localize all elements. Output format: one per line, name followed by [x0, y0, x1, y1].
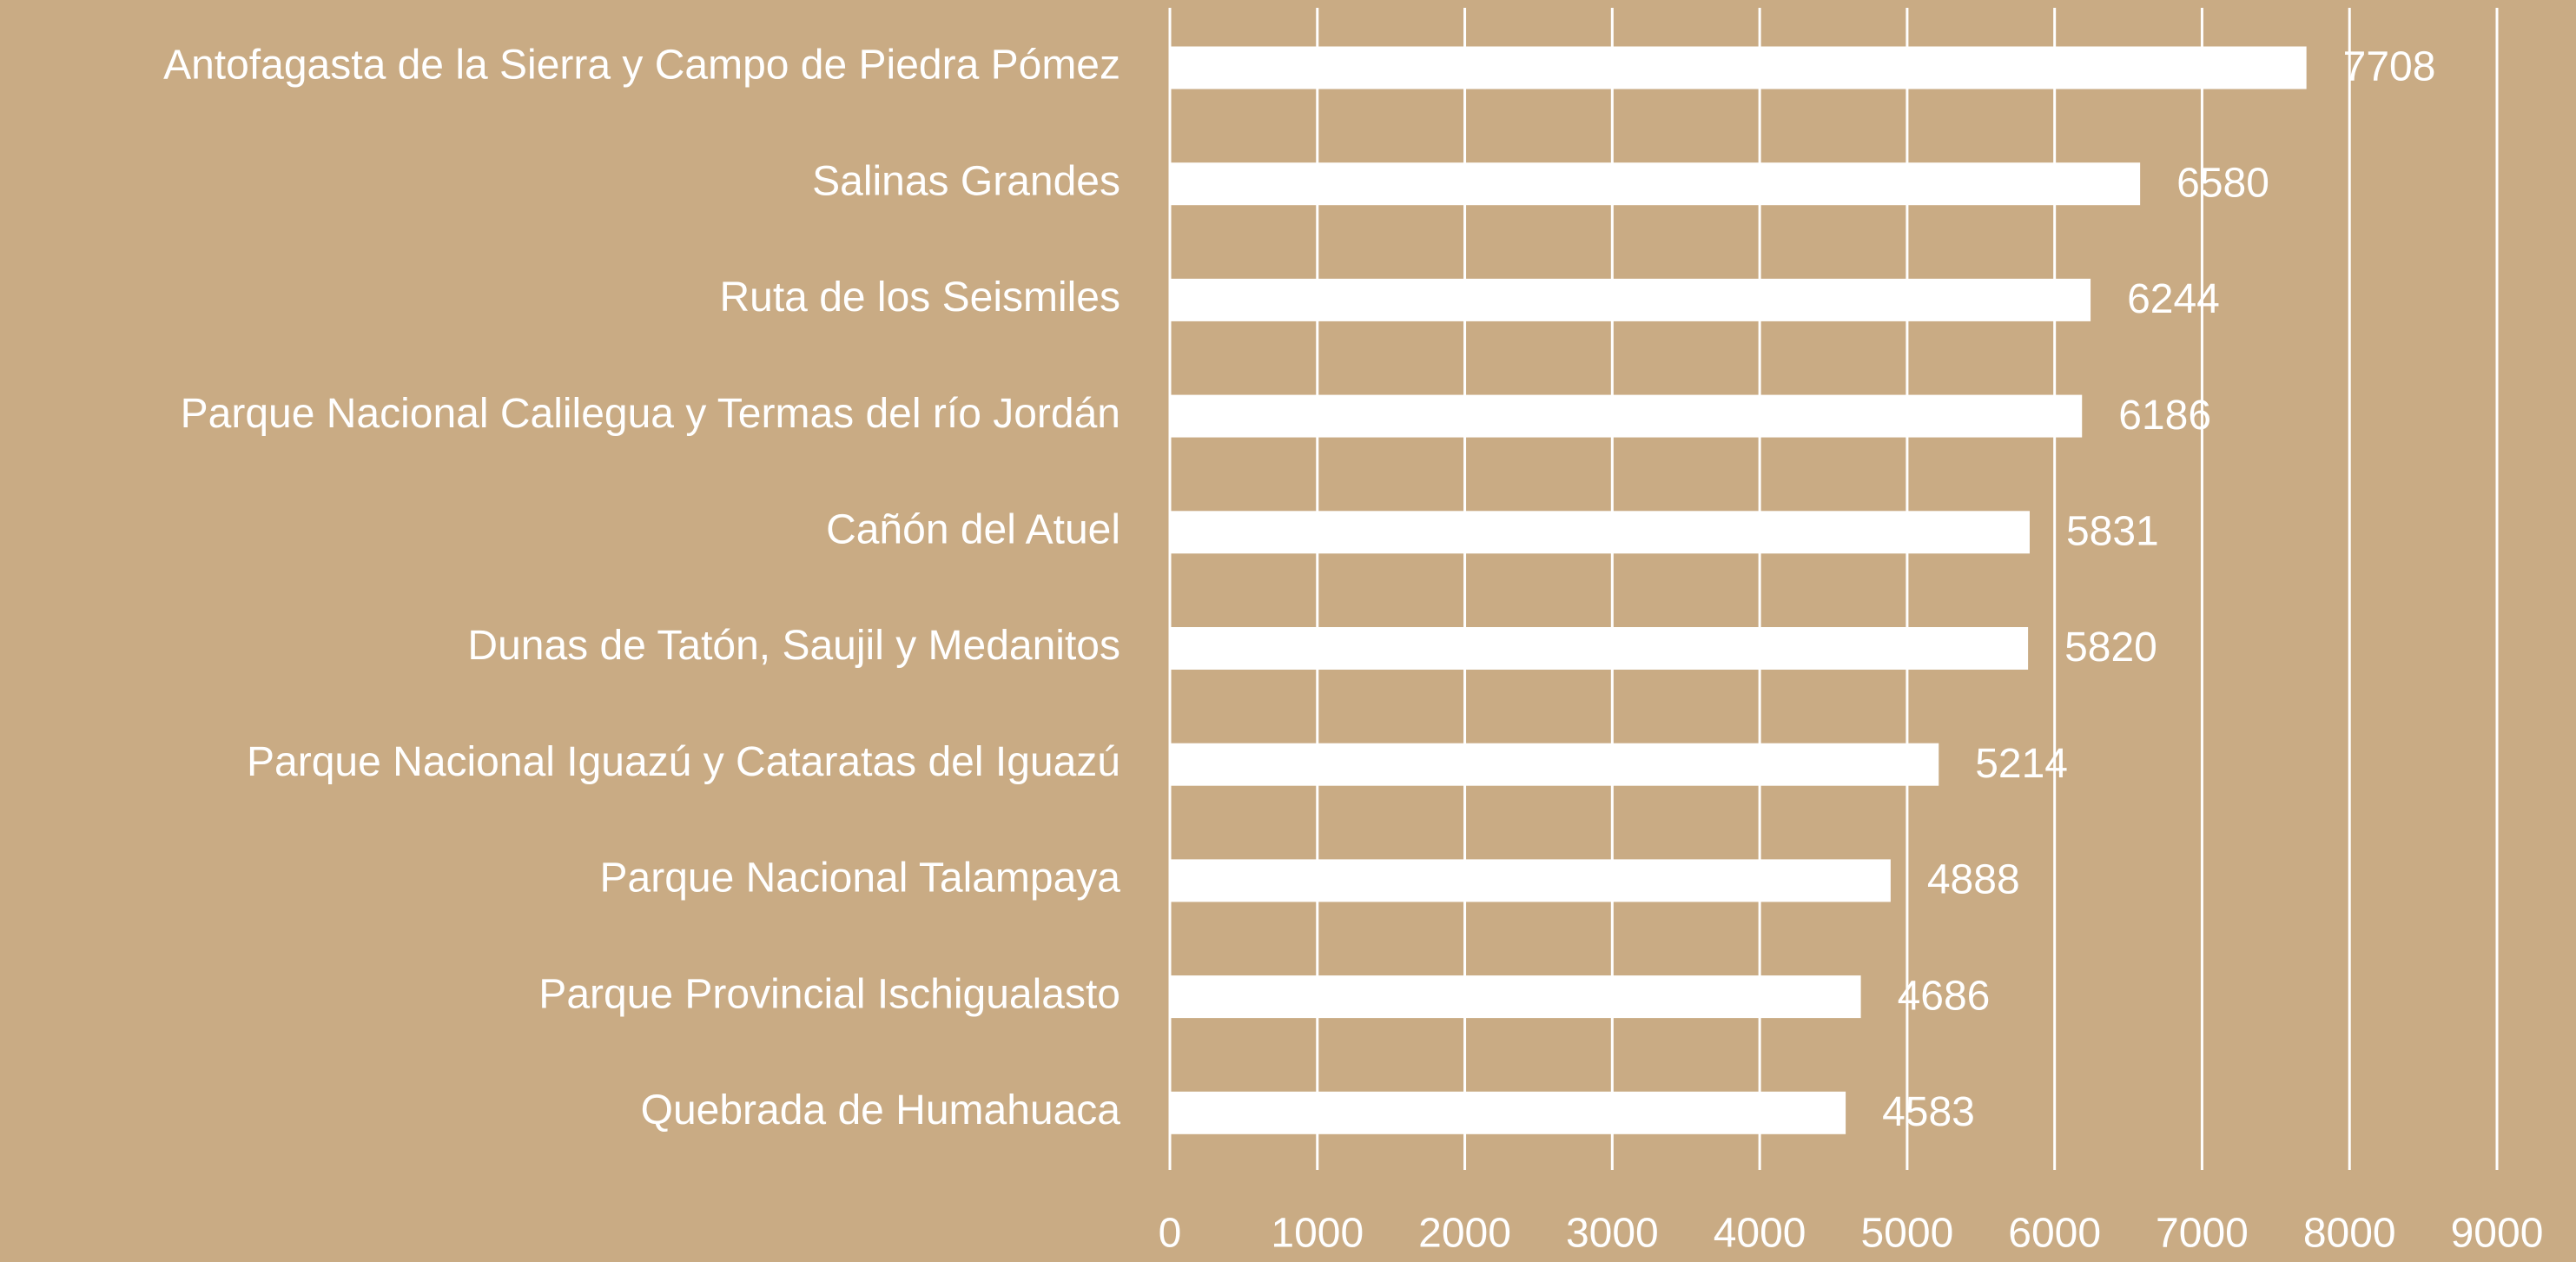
- y-tick-label: Parque Nacional Iguazú y Cataratas del I…: [247, 739, 1120, 785]
- x-tick-label: 9000: [2451, 1211, 2544, 1257]
- x-tick-label: 2000: [1418, 1211, 1511, 1257]
- data-label: 4583: [1882, 1089, 1975, 1135]
- x-tick-label: 6000: [2008, 1211, 2101, 1257]
- y-tick-label: Parque Nacional Calilegua y Termas del r…: [181, 391, 1120, 437]
- data-label: 6580: [2176, 160, 2269, 206]
- bar: [1170, 859, 1891, 902]
- bar: [1170, 46, 2307, 89]
- x-tick-label: 7000: [2156, 1211, 2249, 1257]
- data-label: 6186: [2118, 393, 2211, 439]
- bar: [1170, 627, 2029, 670]
- x-tick-label: 4000: [1714, 1211, 1807, 1257]
- y-tick-label: Dunas de Tatón, Saujil y Medanitos: [467, 623, 1120, 669]
- data-label: 5820: [2064, 624, 2157, 671]
- bar: [1170, 1091, 1846, 1134]
- x-tick-label: 3000: [1566, 1211, 1659, 1257]
- data-label: 7708: [2343, 44, 2436, 90]
- y-tick-label: Salinas Grandes: [812, 158, 1120, 204]
- x-tick-label: 5000: [1860, 1211, 1953, 1257]
- data-label: 5214: [1975, 741, 2068, 787]
- y-tick-label: Ruta de los Seismiles: [719, 274, 1120, 320]
- y-tick-label: Quebrada de Humahuaca: [641, 1087, 1121, 1133]
- y-tick-label: Antofagasta de la Sierra y Campo de Pied…: [163, 43, 1120, 89]
- y-tick-label: Parque Nacional Talampaya: [600, 856, 1121, 902]
- data-label: 4686: [1898, 973, 1991, 1019]
- bar: [1170, 975, 1861, 1019]
- data-label: 4888: [1927, 857, 2020, 903]
- bar: [1170, 743, 1939, 786]
- x-tick-label: 8000: [2303, 1211, 2396, 1257]
- bar: [1170, 162, 2141, 206]
- y-tick-label: Parque Provincial Ischigualasto: [538, 971, 1120, 1017]
- bar: [1170, 394, 2083, 438]
- data-label: 6244: [2127, 276, 2220, 322]
- x-tick-label: 1000: [1271, 1211, 1364, 1257]
- y-tick-label: Cañón del Atuel: [826, 506, 1120, 552]
- data-label: 5831: [2066, 508, 2159, 554]
- bar: [1170, 511, 2030, 554]
- x-tick-label: 0: [1159, 1211, 1182, 1257]
- bar: [1170, 278, 2091, 321]
